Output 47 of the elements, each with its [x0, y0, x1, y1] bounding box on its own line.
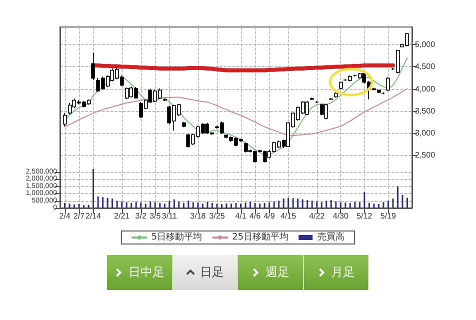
candlestick	[324, 104, 328, 120]
candlestick	[386, 76, 390, 92]
x-tick-label: 4/22	[309, 212, 326, 220]
candlestick	[68, 102, 72, 115]
text: 日中足	[107, 255, 172, 290]
x-tick-label: 2/14	[86, 212, 102, 220]
candlestick	[125, 87, 129, 100]
candlestick	[339, 81, 343, 90]
y-tick-label: 3,500	[415, 106, 436, 116]
y-tick-label: 4,000	[415, 84, 436, 94]
candlestick	[329, 98, 333, 100]
x-tick-label: 2/4	[59, 212, 71, 220]
legend-label: 5日移動平均	[151, 232, 202, 242]
x-tick-label: 2/21	[114, 212, 130, 220]
x-tick-label: 3/25	[209, 212, 226, 220]
x-tick-label: 2/7	[73, 212, 86, 220]
candlestick	[320, 103, 324, 116]
candlestick	[163, 98, 167, 102]
x-tick-label: 3/18	[190, 212, 206, 220]
x-tick-label: 3/11	[162, 212, 178, 220]
candlestick	[244, 142, 248, 153]
legend-label: 25日移動平均	[232, 232, 289, 242]
candlestick	[91, 52, 95, 80]
candlestick	[182, 122, 186, 128]
y-tick-label: 2,500	[415, 150, 436, 160]
x-tick-label: 4/1	[235, 212, 247, 220]
x-tick-label: 4/30	[332, 212, 349, 220]
candlestick	[63, 112, 67, 127]
text: 月足	[304, 255, 369, 290]
y-tick-label: 3,000	[415, 128, 436, 138]
text: 週足	[238, 255, 304, 290]
candlestick	[334, 92, 338, 98]
x-tick-label: 4/6	[249, 212, 262, 220]
x-tick-label: 5/19	[380, 212, 397, 220]
y-tick-label: 4,500	[415, 62, 436, 72]
x-tick-label: 4/15	[280, 212, 297, 220]
x-tick-label: 3/5	[150, 212, 162, 220]
candlestick	[305, 100, 309, 116]
y-tick-label: 5,000	[415, 40, 436, 50]
legend-label: 売買高	[318, 232, 345, 242]
line-series	[64, 57, 408, 156]
x-tick-label: 3/2	[135, 212, 147, 220]
x-tick-label: 4/9	[264, 212, 276, 220]
x-tick-label: 5/12	[356, 212, 373, 220]
text: 日足	[172, 255, 238, 290]
candlestick	[310, 97, 314, 100]
line-series	[64, 88, 408, 136]
